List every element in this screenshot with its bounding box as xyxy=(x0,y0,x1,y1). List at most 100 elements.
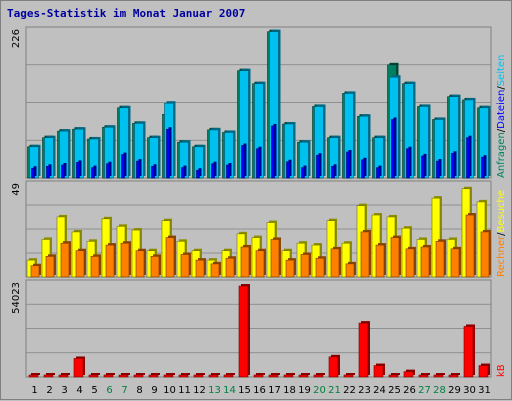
bar-kb xyxy=(28,373,40,378)
bar-kb xyxy=(178,373,190,378)
bar-seiten xyxy=(421,153,427,179)
bar-kb xyxy=(403,369,415,378)
bar-seiten xyxy=(466,135,472,179)
x-tick-label: 30 xyxy=(463,385,476,396)
x-tick-label: 16 xyxy=(253,385,266,396)
bar-kb xyxy=(58,373,70,378)
x-tick-label: 8 xyxy=(136,385,142,396)
bar-rechner xyxy=(255,248,266,278)
bar-seiten xyxy=(316,153,322,179)
bar-seiten xyxy=(241,143,247,179)
bar-kb xyxy=(208,373,220,378)
panel-bot-legend-entry: kB xyxy=(496,364,507,377)
x-tick-label: 22 xyxy=(343,385,356,396)
bar-seiten xyxy=(346,149,352,179)
bar-rechner xyxy=(285,258,296,278)
bar-kb xyxy=(283,373,295,378)
panel-top-legend-entry: / xyxy=(496,128,507,132)
bar-seiten xyxy=(376,165,382,179)
bar-rechner xyxy=(225,256,236,278)
bar-rechner xyxy=(300,252,311,278)
x-tick-label: 28 xyxy=(433,385,446,396)
panel-kb: 54023 kB xyxy=(11,279,507,378)
bar-kb xyxy=(328,354,340,378)
x-tick-label: 21 xyxy=(328,385,341,396)
bar-rechner xyxy=(105,243,116,278)
panel-mid-legend: Rechner/Besuche xyxy=(496,190,507,277)
bar-rechner xyxy=(465,213,476,278)
bar-kb xyxy=(163,373,175,378)
bar-rechner xyxy=(345,261,356,278)
x-tick-label: 17 xyxy=(268,385,281,396)
bar-rechner xyxy=(195,258,206,278)
bar-rechner xyxy=(30,263,41,278)
x-tick-label: 3 xyxy=(61,385,67,396)
bar-seiten xyxy=(361,157,367,179)
bar-rechner xyxy=(165,235,176,278)
x-tick-label: 14 xyxy=(223,385,236,396)
panel-bot-ymax-label: 54023 xyxy=(11,282,22,314)
bar-kb xyxy=(478,363,490,378)
bar-seiten xyxy=(181,165,187,179)
bar-seiten xyxy=(91,165,97,179)
bar-seiten xyxy=(76,160,82,179)
panel-top-legend-entry: Anfragen xyxy=(496,132,507,178)
bar-kb xyxy=(343,373,355,378)
bar-kb xyxy=(88,373,100,378)
panel-mid-ymax-label: 49 xyxy=(11,183,22,196)
bar-rechner xyxy=(405,246,416,278)
bar-rechner xyxy=(135,248,146,278)
x-tick-label: 26 xyxy=(403,385,416,396)
bar-seiten xyxy=(61,162,67,179)
bar-seiten xyxy=(436,159,442,179)
bar-rechner xyxy=(435,239,446,278)
bar-kb xyxy=(373,363,385,378)
bar-kb xyxy=(268,373,280,378)
bar-rechner xyxy=(390,235,401,278)
panel-mid-legend-entry: Rechner xyxy=(496,235,507,277)
x-tick-label: 4 xyxy=(76,385,82,396)
panel-mid-legend-entry: Besuche xyxy=(496,190,507,233)
panel-top-legend: Anfragen/Dateien/Seiten xyxy=(496,55,507,178)
x-tick-label: 10 xyxy=(163,385,176,396)
bar-rechner xyxy=(270,237,281,278)
bar-kb xyxy=(388,373,400,378)
bar-seiten xyxy=(226,162,232,179)
x-tick-label: 20 xyxy=(313,385,326,396)
bar-seiten xyxy=(256,146,262,179)
bar-seiten xyxy=(406,146,412,179)
x-tick-label: 25 xyxy=(388,385,401,396)
bar-rechner xyxy=(480,229,491,278)
bar-rechner xyxy=(375,243,386,278)
panel-visits-hosts: 49 Rechner/Besuche xyxy=(11,180,507,278)
bar-rechner xyxy=(360,229,371,278)
x-tick-label: 11 xyxy=(178,385,191,396)
panel-bot-legend: kB xyxy=(496,364,507,377)
bar-kb xyxy=(133,373,145,378)
panel-top-legend-entry: / xyxy=(496,86,507,90)
bar-rechner xyxy=(450,246,461,278)
bar-kb xyxy=(148,373,160,378)
bar-rechner xyxy=(315,256,326,278)
x-axis-day-labels: 1 2 3 4 5 6 7 8 9 10 11 12 13 14 15 16 17 18 19 20 21 22 23 24 2… xyxy=(31,385,491,396)
bar-seiten xyxy=(451,151,457,179)
x-tick-label: 23 xyxy=(358,385,371,396)
bar-kb xyxy=(448,373,460,378)
x-tick-label: 15 xyxy=(238,385,251,396)
panel-top-legend-entry: Dateien xyxy=(496,90,507,129)
bar-kb xyxy=(238,284,250,378)
bar-kb xyxy=(433,373,445,378)
bar-rechner xyxy=(75,248,86,278)
bar-seiten xyxy=(136,159,142,179)
x-tick-label: 7 xyxy=(121,385,127,396)
bar-kb xyxy=(118,373,130,378)
bar-seiten xyxy=(46,164,52,179)
bar-kb xyxy=(358,321,370,378)
bar-kb xyxy=(253,373,265,378)
bar-rechner xyxy=(90,254,101,278)
bar-kb xyxy=(418,373,430,378)
x-tick-label: 31 xyxy=(478,385,491,396)
bar-seiten xyxy=(196,168,202,179)
